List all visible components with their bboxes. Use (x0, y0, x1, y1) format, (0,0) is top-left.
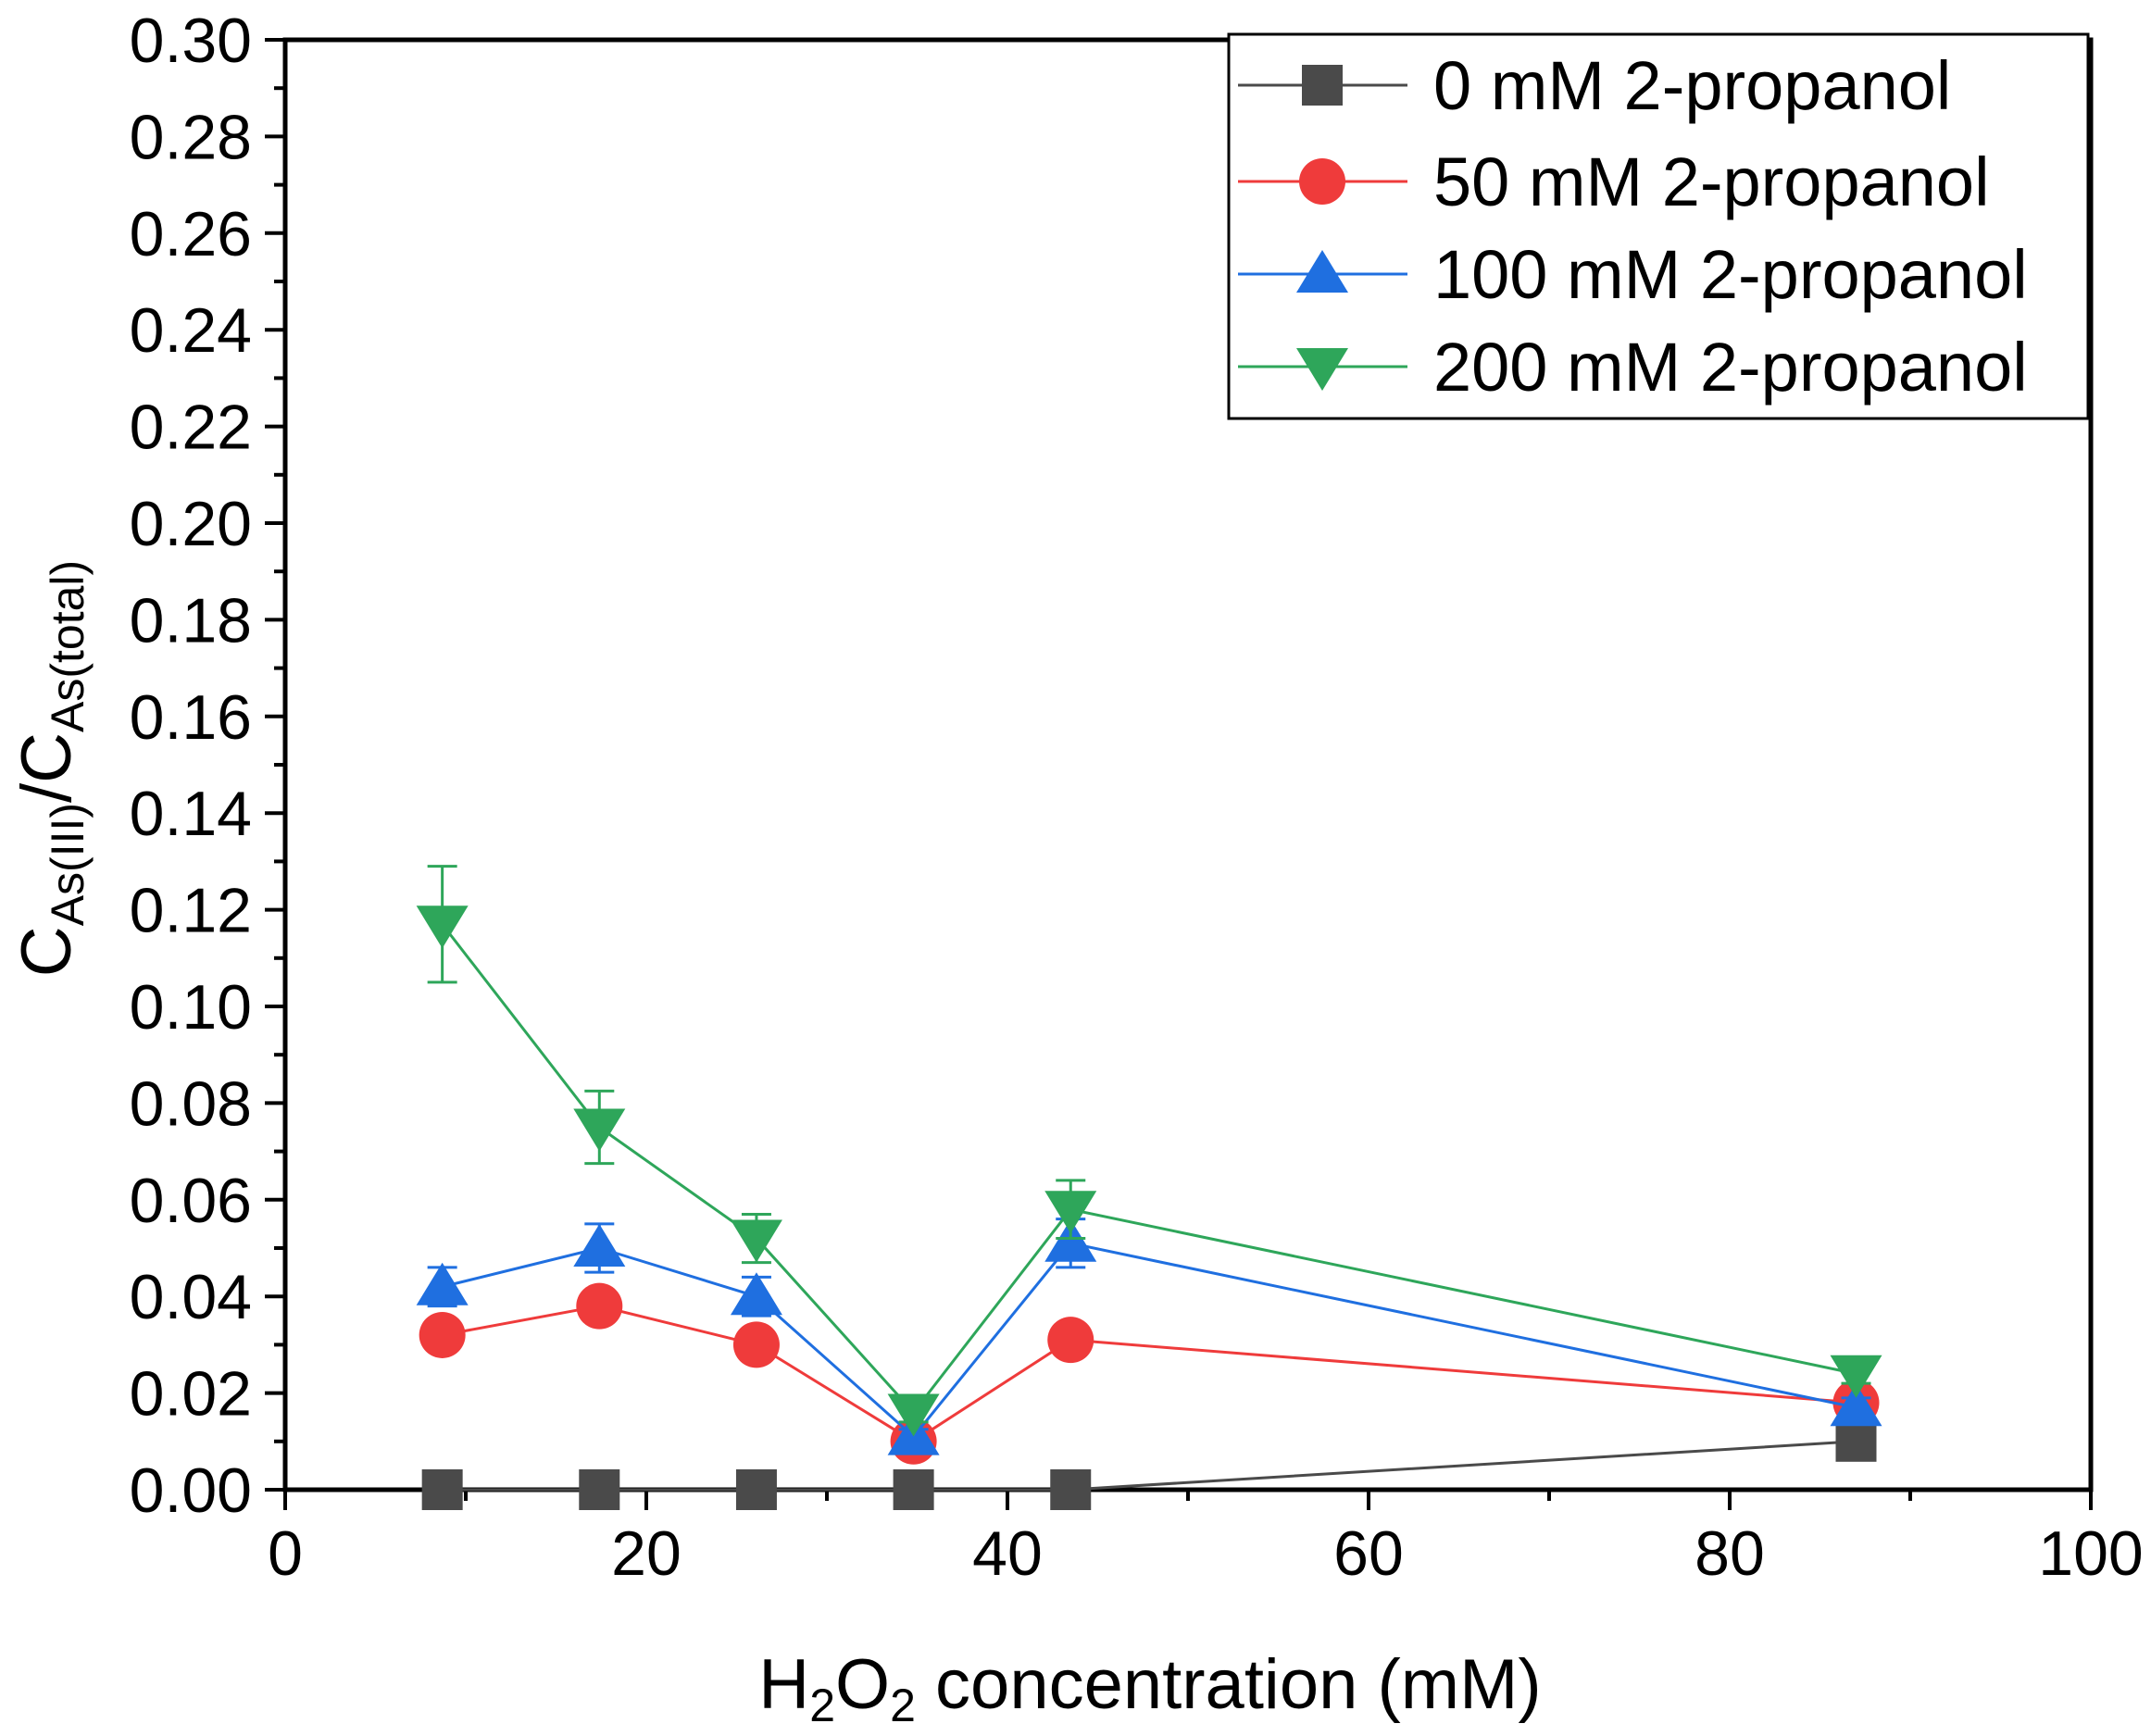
series-line (441, 923, 1857, 1415)
data-point (579, 1469, 620, 1510)
legend-item: 200 mM 2-propanol (1238, 329, 2028, 406)
data-point (1047, 1317, 1094, 1364)
legend-marker (1296, 348, 1348, 391)
legend-item: 0 mM 2-propanol (1238, 47, 1951, 124)
y-tick-label: 0.16 (130, 682, 252, 753)
data-point (735, 1469, 777, 1510)
y-tick-label: 0.24 (130, 295, 252, 366)
data-point (573, 1108, 626, 1152)
legend-item: 50 mM 2-propanol (1238, 144, 1990, 220)
legend-item: 100 mM 2-propanol (1238, 236, 2028, 313)
y-tick-label: 0.00 (130, 1455, 252, 1526)
x-tick-label: 0 (268, 1518, 303, 1589)
series-0 (421, 1420, 1877, 1510)
data-point (1835, 1420, 1877, 1462)
data-point (732, 1321, 780, 1368)
data-point (576, 1282, 623, 1330)
data-point (421, 1469, 463, 1510)
series-line (442, 1305, 1857, 1443)
series-line (442, 1440, 1857, 1492)
data-point (573, 1224, 626, 1267)
x-tick-label: 20 (611, 1518, 682, 1589)
legend-label: 50 mM 2-propanol (1433, 144, 1990, 220)
y-tick-label: 0.12 (130, 876, 252, 946)
legend-marker (1296, 250, 1348, 293)
y-tick-label: 0.14 (130, 779, 252, 849)
y-tick-label: 0.26 (130, 199, 252, 269)
x-tick-label: 40 (972, 1518, 1043, 1589)
data-point (419, 1311, 466, 1358)
x-tick-label: 60 (1333, 1518, 1404, 1589)
data-point (1044, 1191, 1097, 1234)
legend-label: 100 mM 2-propanol (1433, 236, 2028, 313)
legend-label: 200 mM 2-propanol (1433, 329, 2028, 406)
data-point (1830, 1355, 1882, 1398)
series-3 (416, 865, 1882, 1437)
data-point (730, 1272, 782, 1316)
series-2 (416, 1218, 1882, 1455)
legend-box (1227, 32, 2090, 420)
y-tick-label: 0.10 (130, 972, 252, 1043)
data-point (1050, 1469, 1092, 1510)
x-axis-title: H2O2 concentration (mM) (758, 1645, 1541, 1731)
legend-marker (1302, 65, 1343, 106)
series-line (442, 1242, 1857, 1439)
y-tick-label: 0.30 (130, 6, 252, 76)
data-point (887, 1393, 940, 1437)
y-tick-label: 0.04 (130, 1262, 252, 1332)
y-tick-label: 0.18 (130, 585, 252, 656)
y-axis-title: CAs(III)/CAs(total) (7, 560, 94, 977)
series-1 (419, 1282, 1880, 1465)
legend: 0 mM 2-propanol 50 mM 2-propanol 100 mM 2-… (1227, 32, 2090, 420)
data-point (416, 1262, 469, 1305)
y-tick-label: 0.06 (130, 1166, 252, 1236)
legend-marker (1299, 158, 1345, 205)
y-tick-label: 0.20 (130, 489, 252, 559)
data-point (1830, 1383, 1882, 1427)
legend-label: 0 mM 2-propanol (1433, 47, 1951, 124)
y-tick-label: 0.28 (130, 102, 252, 172)
y-tick-label: 0.02 (130, 1359, 252, 1430)
data-point (730, 1219, 782, 1263)
y-tick-label: 0.08 (130, 1068, 252, 1139)
data-point (1044, 1218, 1097, 1262)
y-tick-label: 0.22 (130, 393, 252, 463)
x-tick-label: 80 (1695, 1518, 1765, 1589)
data-point (893, 1469, 934, 1510)
x-tick-label: 100 (2038, 1518, 2143, 1589)
data-point (416, 905, 469, 949)
